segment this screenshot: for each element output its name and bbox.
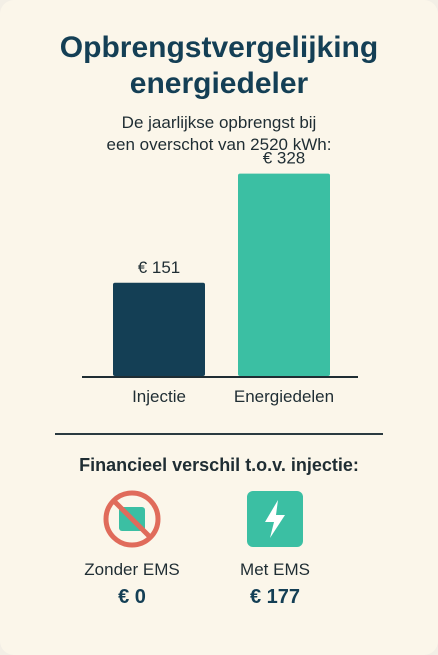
page-title: Opbrengstvergelijking energiedeler: [0, 30, 438, 102]
title-line-1: Opbrengstvergelijking: [59, 31, 379, 64]
bar-injectie: [113, 282, 205, 376]
comparison-heading: Financieel verschil t.o.v. injectie:: [79, 455, 359, 475]
comparison-label: Met EMS: [240, 560, 310, 579]
category-label: Injectie: [132, 387, 186, 406]
comparison-value: € 0: [118, 586, 146, 608]
subtitle: De jaarlijkse opbrengst bij een overscho…: [0, 112, 438, 156]
category-label: Energiedelen: [234, 387, 334, 406]
title-line-2: energiedeler: [129, 67, 309, 100]
divider: [55, 433, 383, 435]
bar-energiedelen: [238, 173, 330, 376]
bar-value-label: € 328: [263, 149, 306, 168]
subtitle-line-2: een overschot van 2520 kWh:: [106, 135, 332, 154]
bar-value-label: € 151: [138, 258, 181, 277]
bar-chart: € 151 Injectie € 328 Energiedelen: [82, 149, 358, 406]
comparison-without-ems: Zonder EMS € 0: [52, 488, 212, 609]
lightning-icon: [244, 488, 306, 550]
prohibited-battery-icon: [101, 488, 163, 550]
comparison-value: € 177: [249, 586, 301, 608]
subtitle-line-1: De jaarlijkse opbrengst bij: [121, 113, 317, 132]
comparison-label: Zonder EMS: [84, 560, 180, 579]
comparison-with-ems: Met EMS € 177: [195, 488, 355, 609]
